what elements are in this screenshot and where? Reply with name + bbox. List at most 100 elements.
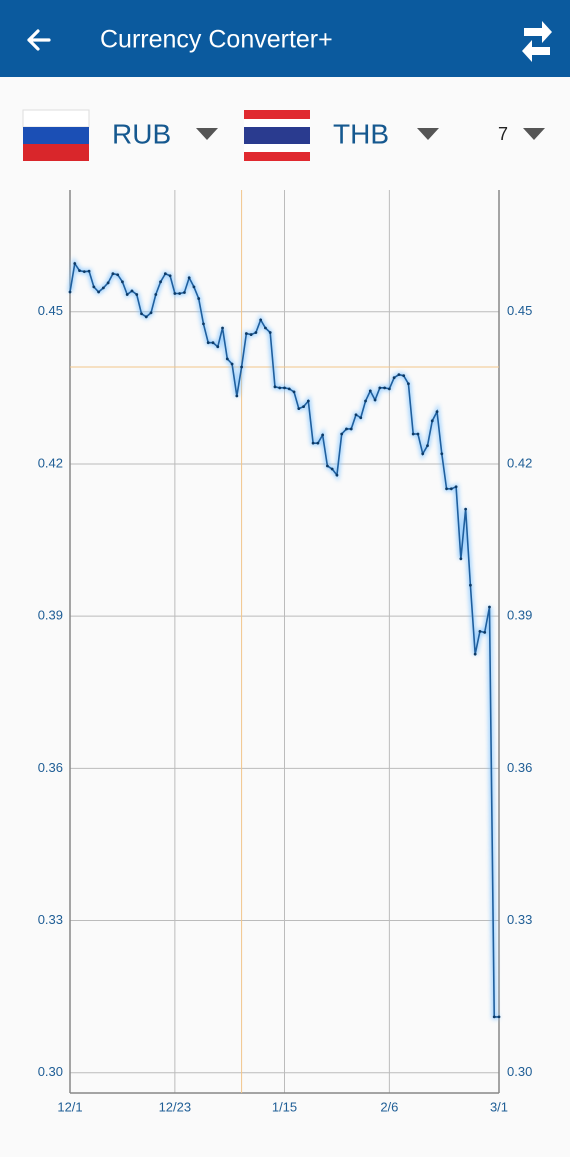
data-point xyxy=(368,389,372,393)
data-point xyxy=(221,326,224,330)
data-point xyxy=(73,262,77,265)
data-point xyxy=(125,293,129,296)
x-tick-label: 3/1 xyxy=(490,1099,508,1114)
data-point xyxy=(397,373,401,377)
data-point xyxy=(302,405,305,409)
data-point xyxy=(178,292,182,295)
data-point xyxy=(306,399,310,403)
data-point xyxy=(235,394,239,398)
data-point xyxy=(497,1015,501,1019)
y2-tick-label: 0.42 xyxy=(507,455,532,470)
data-point xyxy=(106,281,110,285)
data-point xyxy=(383,386,386,390)
data-point xyxy=(206,341,210,345)
chart: 0.30 0.30 0.33 0.33 0.36 0.36 0.39 0.39 0.42 0.42… xyxy=(38,190,532,1114)
data-point xyxy=(240,365,244,369)
data-point xyxy=(192,285,196,289)
data-point xyxy=(426,444,429,448)
data-point xyxy=(173,292,177,295)
x-tick-label: 1/15 xyxy=(272,1099,297,1114)
data-point xyxy=(259,318,263,322)
data-point xyxy=(373,398,377,402)
data-point xyxy=(478,629,482,633)
data-point xyxy=(402,374,406,378)
y2-tick-label: 0.45 xyxy=(507,303,532,318)
y-tick-label: 0.30 xyxy=(38,1064,63,1079)
from-flag[interactable] xyxy=(22,109,90,161)
data-point xyxy=(87,269,91,273)
data-point xyxy=(430,419,434,423)
to-currency[interactable]: THB xyxy=(333,118,389,149)
data-point xyxy=(97,290,100,294)
x-tick-label: 12/23 xyxy=(159,1099,192,1114)
app-title: Currency Converter+ xyxy=(100,26,333,54)
data-point xyxy=(121,280,124,284)
data-point xyxy=(144,315,148,319)
back-button[interactable] xyxy=(27,29,51,51)
data-point xyxy=(387,387,391,391)
data-point xyxy=(345,427,348,431)
data-point xyxy=(407,382,410,386)
to-flag[interactable] xyxy=(244,110,310,161)
data-point xyxy=(163,272,167,276)
y2-tick-label: 0.33 xyxy=(507,912,532,927)
data-point xyxy=(92,285,96,289)
dropdown-arrow[interactable] xyxy=(523,128,545,140)
data-point xyxy=(454,485,458,489)
data-point xyxy=(154,293,158,296)
from-currency[interactable]: RUB xyxy=(112,118,171,149)
data-point xyxy=(340,432,344,436)
data-point xyxy=(440,452,444,456)
period[interactable]: 7 xyxy=(498,124,508,144)
data-point xyxy=(449,487,453,491)
data-point xyxy=(488,605,491,609)
data-point xyxy=(197,297,201,300)
data-point xyxy=(392,376,396,380)
data-point xyxy=(202,322,205,326)
data-point xyxy=(483,630,487,634)
data-point xyxy=(316,441,320,445)
y-tick-label: 0.33 xyxy=(38,912,63,927)
data-point xyxy=(230,362,234,366)
data-point xyxy=(283,386,286,390)
data-point xyxy=(264,326,267,330)
data-point xyxy=(183,291,186,294)
data-point xyxy=(492,1015,496,1019)
data-point xyxy=(149,311,153,315)
dropdown-arrow[interactable] xyxy=(196,128,218,140)
y-tick-label: 0.45 xyxy=(38,303,63,318)
swap-button[interactable] xyxy=(522,21,552,62)
data-point xyxy=(330,467,334,471)
data-point xyxy=(159,280,162,284)
y2-tick-label: 0.36 xyxy=(507,760,532,775)
data-point xyxy=(292,390,296,394)
data-point xyxy=(278,386,282,390)
data-point xyxy=(216,345,220,349)
data-point xyxy=(140,312,143,316)
y2-tick-label: 0.30 xyxy=(507,1064,532,1079)
data-point xyxy=(135,293,139,296)
data-point xyxy=(321,433,325,437)
data-point xyxy=(111,272,115,276)
data-point xyxy=(297,407,301,411)
data-point xyxy=(335,473,339,477)
data-point xyxy=(459,557,463,561)
data-point xyxy=(101,286,105,290)
data-point xyxy=(249,333,253,336)
data-point xyxy=(469,583,472,587)
data-point xyxy=(273,385,277,389)
data-point xyxy=(435,410,439,414)
data-point xyxy=(378,386,382,390)
y2-tick-label: 0.39 xyxy=(507,608,532,623)
data-point xyxy=(364,399,367,403)
data-point xyxy=(244,332,248,335)
y-tick-label: 0.39 xyxy=(38,608,63,623)
data-point xyxy=(187,276,191,280)
dropdown-arrow[interactable] xyxy=(417,128,439,140)
data-point xyxy=(359,416,363,420)
data-point xyxy=(473,652,477,656)
x-tick-label: 12/1 xyxy=(57,1099,82,1114)
data-point xyxy=(268,331,272,334)
data-point xyxy=(311,441,315,445)
